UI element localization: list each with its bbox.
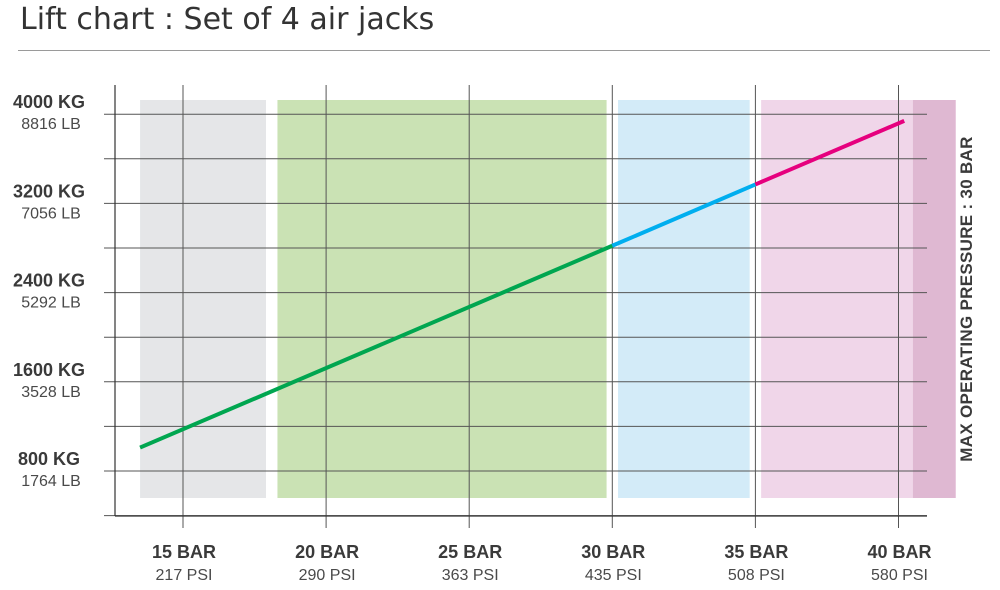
x-tick-label-psi: 435 PSI bbox=[585, 567, 642, 584]
x-tick-label-psi: 508 PSI bbox=[728, 567, 785, 584]
y-tick-label-kg: 3200 KG bbox=[13, 181, 85, 201]
pressure-band-2 bbox=[277, 100, 607, 498]
pressure-band-3 bbox=[618, 100, 750, 498]
x-tick-label-bar: 35 BAR bbox=[724, 542, 788, 562]
x-tick-label-psi: 580 PSI bbox=[871, 567, 928, 584]
y-tick-label-kg: 4000 KG bbox=[13, 92, 85, 112]
y-tick-label-kg: 2400 KG bbox=[13, 271, 85, 291]
y-tick-label-lb: 7056 LB bbox=[21, 205, 81, 222]
y-tick-label-kg: 1600 KG bbox=[13, 360, 85, 380]
x-tick-label-bar: 25 BAR bbox=[438, 542, 502, 562]
y-tick-label-lb: 3528 LB bbox=[21, 384, 81, 401]
max-operating-pressure-label: MAX OPERATING PRESSURE : 30 BAR bbox=[957, 136, 976, 461]
lift-line-segment-1 bbox=[139, 243, 614, 450]
y-tick-label-kg: 800 KG bbox=[18, 449, 80, 469]
title-divider bbox=[18, 50, 990, 51]
y-tick-label-lb: 8816 LB bbox=[21, 116, 81, 133]
x-tick-label-psi: 363 PSI bbox=[442, 567, 499, 584]
chart-title: Lift chart : Set of 4 air jacks bbox=[20, 2, 435, 37]
x-tick-label-psi: 217 PSI bbox=[156, 567, 213, 584]
y-tick-label-lb: 5292 LB bbox=[21, 295, 81, 312]
pressure-band-5 bbox=[912, 100, 956, 498]
pressure-band-4 bbox=[761, 100, 913, 498]
x-tick-label-bar: 40 BAR bbox=[867, 542, 931, 562]
y-tick-label-lb: 1764 LB bbox=[21, 473, 81, 490]
pressure-band-1 bbox=[140, 100, 266, 498]
x-tick-label-bar: 30 BAR bbox=[581, 542, 645, 562]
lift-line-segment-3 bbox=[754, 119, 906, 187]
x-tick-label-bar: 20 BAR bbox=[295, 542, 359, 562]
lift-line-segment-2 bbox=[611, 182, 757, 248]
x-tick-label-psi: 290 PSI bbox=[299, 567, 356, 584]
x-tick-label-bar: 15 BAR bbox=[152, 542, 216, 562]
